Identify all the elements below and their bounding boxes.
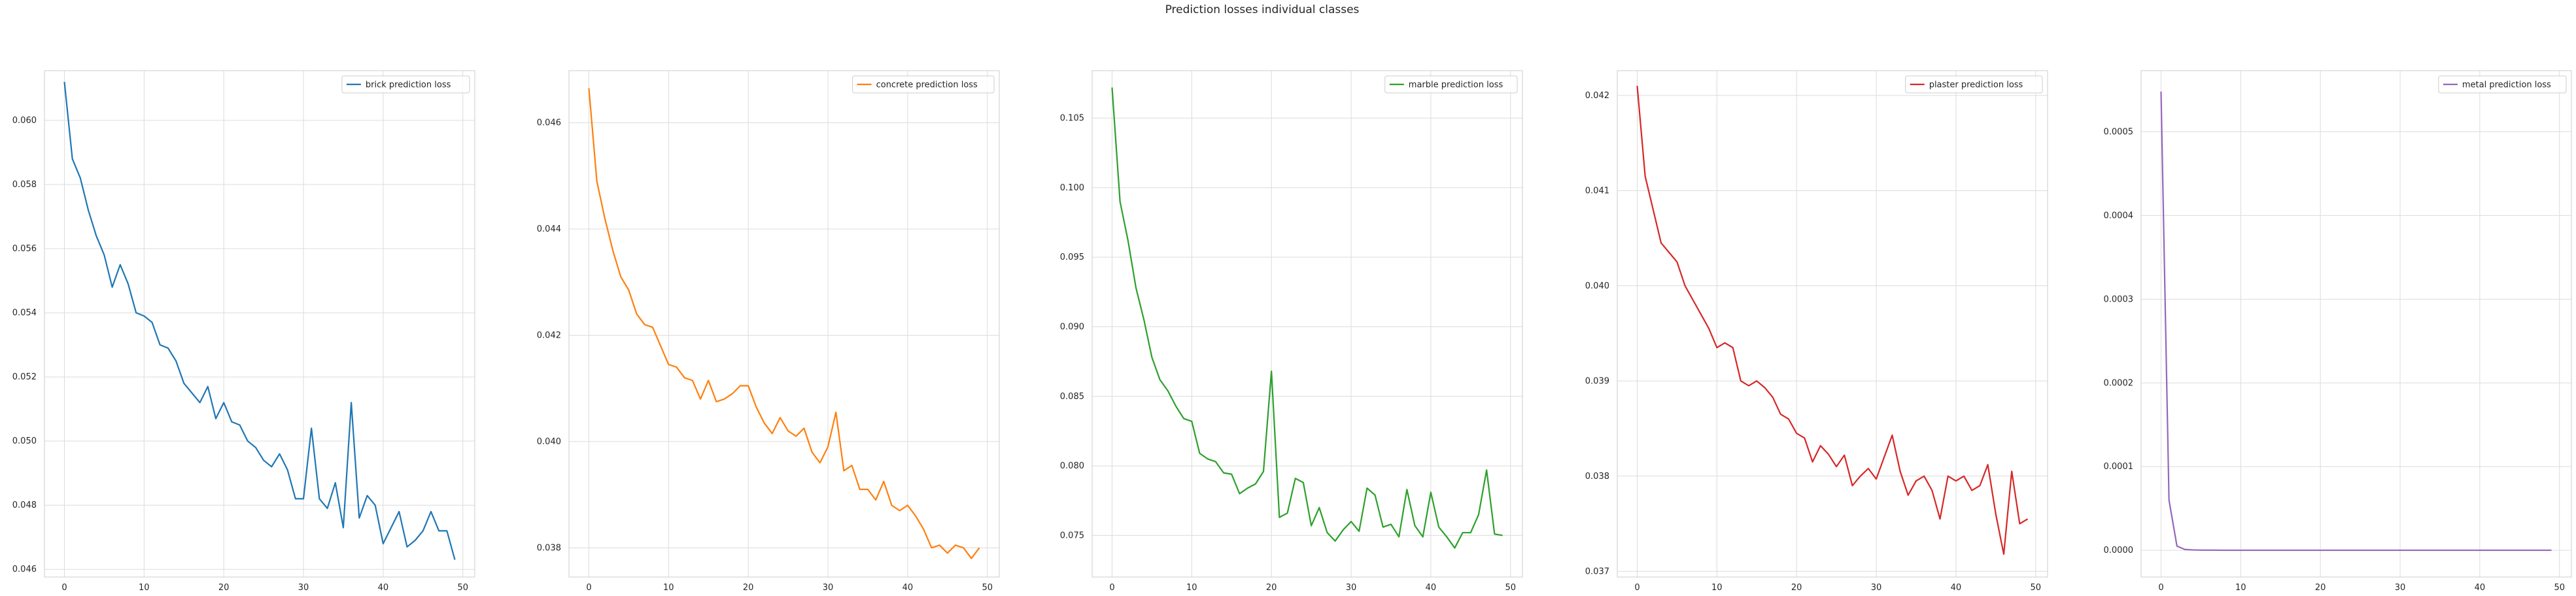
x-tick-label: 10 xyxy=(1711,583,1723,593)
legend: marble prediction loss xyxy=(1384,75,1518,94)
y-tick-label: 0.041 xyxy=(1585,186,1609,196)
subplot-2: 0 10 20 30 40 50 0.038 0.040 0.042 0.044 0.046 conc… xyxy=(537,70,1000,593)
y-tick-label: 0.039 xyxy=(1585,376,1609,386)
legend-label: plaster prediction loss xyxy=(1929,80,2023,90)
series-line xyxy=(1111,87,1503,549)
plot-area xyxy=(569,71,999,577)
x-tick-label: 0 xyxy=(1109,583,1114,593)
x-tick-label: 40 xyxy=(2475,583,2486,593)
y-tick-label: 0.0000 xyxy=(2104,546,2134,555)
legend: metal prediction loss xyxy=(2438,75,2567,94)
legend-box xyxy=(2438,75,2567,94)
plot-area xyxy=(44,71,475,577)
x-tick-label: 0 xyxy=(61,583,67,593)
plot-frame xyxy=(1617,70,2048,578)
x-tick-label: 0 xyxy=(2158,583,2163,593)
x-tick-label: 30 xyxy=(1871,583,1882,593)
y-tick-label: 0.105 xyxy=(1060,114,1084,124)
x-tick-label: 50 xyxy=(982,583,993,593)
y-tick-label: 0.038 xyxy=(537,543,561,553)
x-tick-label: 10 xyxy=(139,583,150,593)
x-tick-label: 30 xyxy=(1346,583,1357,593)
y-tick-label: 0.0002 xyxy=(2104,378,2134,388)
y-tick-label: 0.037 xyxy=(1585,567,1609,576)
y-tick-label: 0.090 xyxy=(1060,322,1084,332)
x-tick-label: 50 xyxy=(2030,583,2041,593)
legend: brick prediction loss xyxy=(341,75,470,94)
subplot-1: 0 10 20 30 40 50 0.046 0.048 0.050 0.052 0.054 0.05… xyxy=(12,70,475,593)
legend-box xyxy=(1384,75,1518,94)
x-tick-label: 10 xyxy=(1186,583,1197,593)
y-tick-label: 0.0005 xyxy=(2104,127,2134,137)
x-tick-label: 20 xyxy=(1791,583,1802,593)
legend-box xyxy=(1905,75,2043,94)
x-tick-label: 40 xyxy=(1426,583,1437,593)
legend: concrete prediction loss xyxy=(852,75,995,94)
y-tick-label: 0.100 xyxy=(1060,183,1084,193)
legend: plaster prediction loss xyxy=(1905,75,2043,94)
x-tick-label: 40 xyxy=(378,583,389,593)
y-tick-label: 0.040 xyxy=(1585,281,1609,291)
x-tick-label: 50 xyxy=(457,583,468,593)
series-line xyxy=(588,88,980,559)
y-tick-label: 0.040 xyxy=(537,437,561,447)
x-tick-label: 40 xyxy=(902,583,914,593)
legend-box xyxy=(341,75,470,94)
x-tick-label: 10 xyxy=(2235,583,2246,593)
subplot-4: 0 10 20 30 40 50 0.037 0.038 0.039 0.040 0.041 0.04… xyxy=(1585,70,2048,593)
plot-frame xyxy=(1091,70,1523,578)
x-tick-label: 30 xyxy=(823,583,834,593)
y-tick-label: 0.080 xyxy=(1060,461,1084,471)
legend-box xyxy=(852,75,995,94)
y-tick-label: 0.056 xyxy=(12,244,37,254)
legend-label: metal prediction loss xyxy=(2462,80,2551,90)
x-tick-label: 50 xyxy=(2554,583,2565,593)
plot-frame xyxy=(2140,70,2572,578)
series-line xyxy=(1636,86,2029,555)
subplot-5: 0 10 20 30 40 50 0.0000 0.0001 0.0002 0.0003 0.000… xyxy=(2104,70,2572,593)
y-tick-label: 0.048 xyxy=(12,500,37,510)
y-tick-label: 0.0004 xyxy=(2104,211,2134,220)
x-tick-label: 20 xyxy=(743,583,754,593)
y-tick-label: 0.046 xyxy=(537,118,561,128)
y-tick-label: 0.050 xyxy=(12,436,37,446)
plot-area xyxy=(1092,71,1522,577)
y-tick-label: 0.075 xyxy=(1060,531,1084,540)
y-tick-label: 0.0003 xyxy=(2104,294,2134,304)
x-tick-label: 30 xyxy=(2395,583,2406,593)
y-tick-label: 0.052 xyxy=(12,372,37,382)
legend-label: brick prediction loss xyxy=(366,80,451,90)
plot-frame xyxy=(568,70,1000,578)
plot-area xyxy=(1617,71,2048,577)
y-tick-label: 0.044 xyxy=(537,224,561,234)
legend-label: concrete prediction loss xyxy=(876,80,978,90)
y-tick-label: 0.058 xyxy=(12,180,37,190)
y-tick-label: 0.085 xyxy=(1060,392,1084,402)
x-tick-label: 0 xyxy=(1634,583,1640,593)
y-tick-label: 0.042 xyxy=(1585,91,1609,101)
y-tick-label: 0.095 xyxy=(1060,253,1084,262)
x-tick-label: 10 xyxy=(663,583,674,593)
figure-title: Prediction losses individual classes xyxy=(1165,3,1360,16)
x-tick-label: 0 xyxy=(586,583,591,593)
y-tick-label: 0.046 xyxy=(12,565,37,574)
plot-frame xyxy=(44,70,475,578)
x-tick-label: 50 xyxy=(1505,583,1516,593)
y-tick-label: 0.042 xyxy=(537,330,561,340)
x-tick-label: 20 xyxy=(218,583,230,593)
x-tick-label: 30 xyxy=(298,583,309,593)
y-tick-label: 0.0001 xyxy=(2104,462,2134,472)
y-tick-label: 0.060 xyxy=(12,116,37,126)
x-tick-label: 40 xyxy=(1951,583,1962,593)
x-tick-label: 20 xyxy=(1266,583,1277,593)
subplot-3: 0 10 20 30 40 50 0.075 0.080 0.085 0.090 0.095 0.10… xyxy=(1060,70,1523,593)
series-line xyxy=(63,82,456,560)
series-line xyxy=(2160,91,2552,552)
legend-label: marble prediction loss xyxy=(1409,80,1503,90)
plot-area xyxy=(2141,71,2571,577)
y-tick-label: 0.038 xyxy=(1585,472,1609,482)
x-tick-label: 20 xyxy=(2315,583,2326,593)
y-tick-label: 0.054 xyxy=(12,308,37,318)
